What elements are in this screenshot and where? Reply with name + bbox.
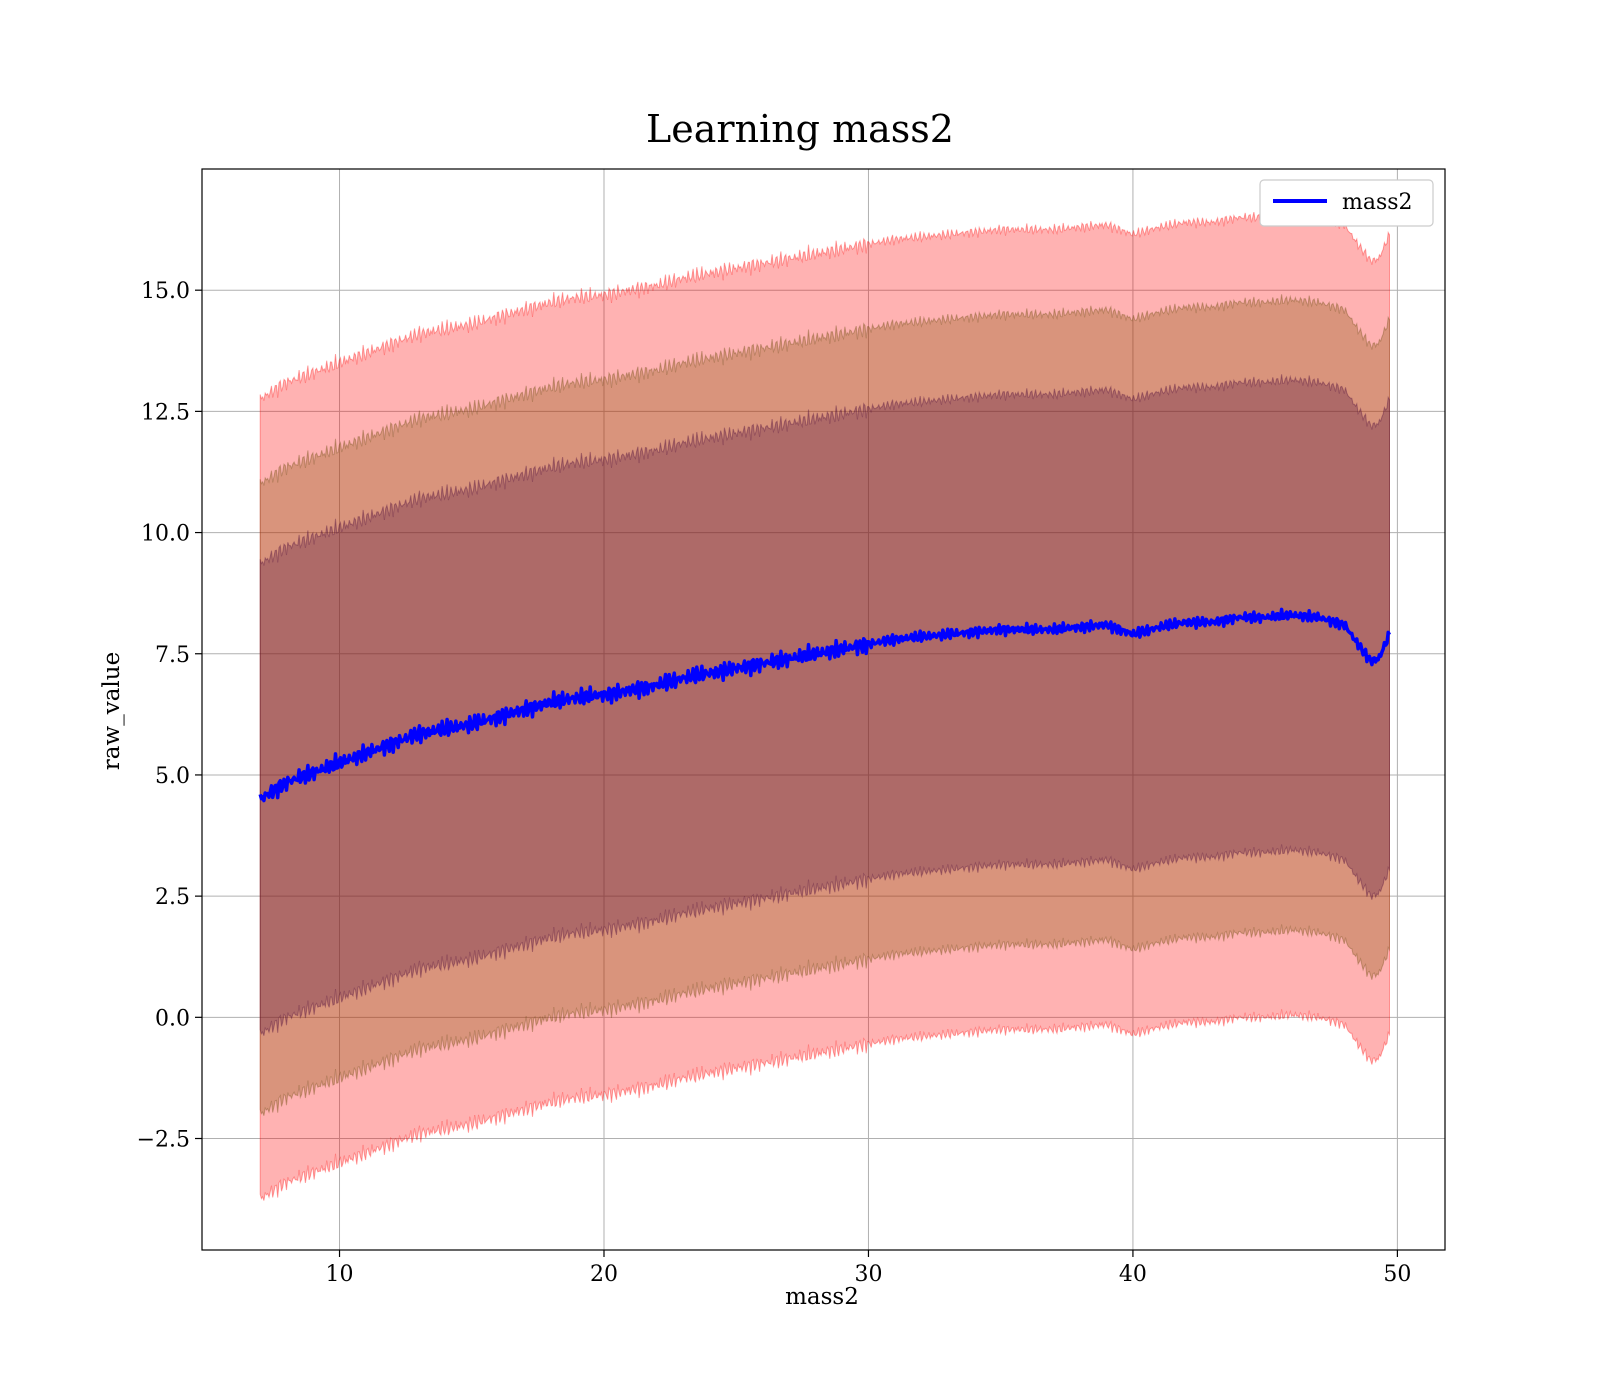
band-inner xyxy=(259,374,1390,1036)
y-tick-label: 7.5 xyxy=(155,643,190,668)
band-outer xyxy=(259,209,1390,1201)
x-tick-label: 50 xyxy=(1383,1262,1411,1287)
legend: mass2 xyxy=(1259,179,1434,227)
uncertainty-bands xyxy=(259,209,1390,1201)
y-tick-label: 15.0 xyxy=(141,279,190,304)
band-middle xyxy=(259,294,1390,1116)
y-tick-label: 10.0 xyxy=(141,522,190,547)
chart-title: Learning mass2 xyxy=(646,107,954,151)
y-tick-label: −2.5 xyxy=(137,1128,190,1153)
legend-box xyxy=(1259,179,1434,227)
y-axis-label: raw_value xyxy=(99,652,125,770)
grid-lines xyxy=(202,169,1445,1250)
legend-label-mass2: mass2 xyxy=(1342,190,1413,215)
y-axis-ticks: −2.5 0.0 2.5 5.0 7.5 10.0 12.5 15.0 xyxy=(137,279,202,1153)
series-line-mass2 xyxy=(258,607,1392,803)
x-tick-label: 10 xyxy=(326,1262,354,1287)
x-axis-label: mass2 xyxy=(785,1284,859,1310)
x-tick-label: 30 xyxy=(854,1262,882,1287)
series-lines xyxy=(258,607,1392,803)
y-tick-label: 5.0 xyxy=(155,764,190,789)
x-tick-label: 40 xyxy=(1119,1262,1147,1287)
y-tick-label: 12.5 xyxy=(141,400,190,425)
plot-frame xyxy=(201,168,1446,1251)
y-tick-label: 0.0 xyxy=(155,1006,190,1031)
x-tick-label: 20 xyxy=(590,1262,618,1287)
y-tick-label: 2.5 xyxy=(155,885,190,910)
x-axis-ticks: 10 20 30 40 50 xyxy=(326,1250,1411,1287)
